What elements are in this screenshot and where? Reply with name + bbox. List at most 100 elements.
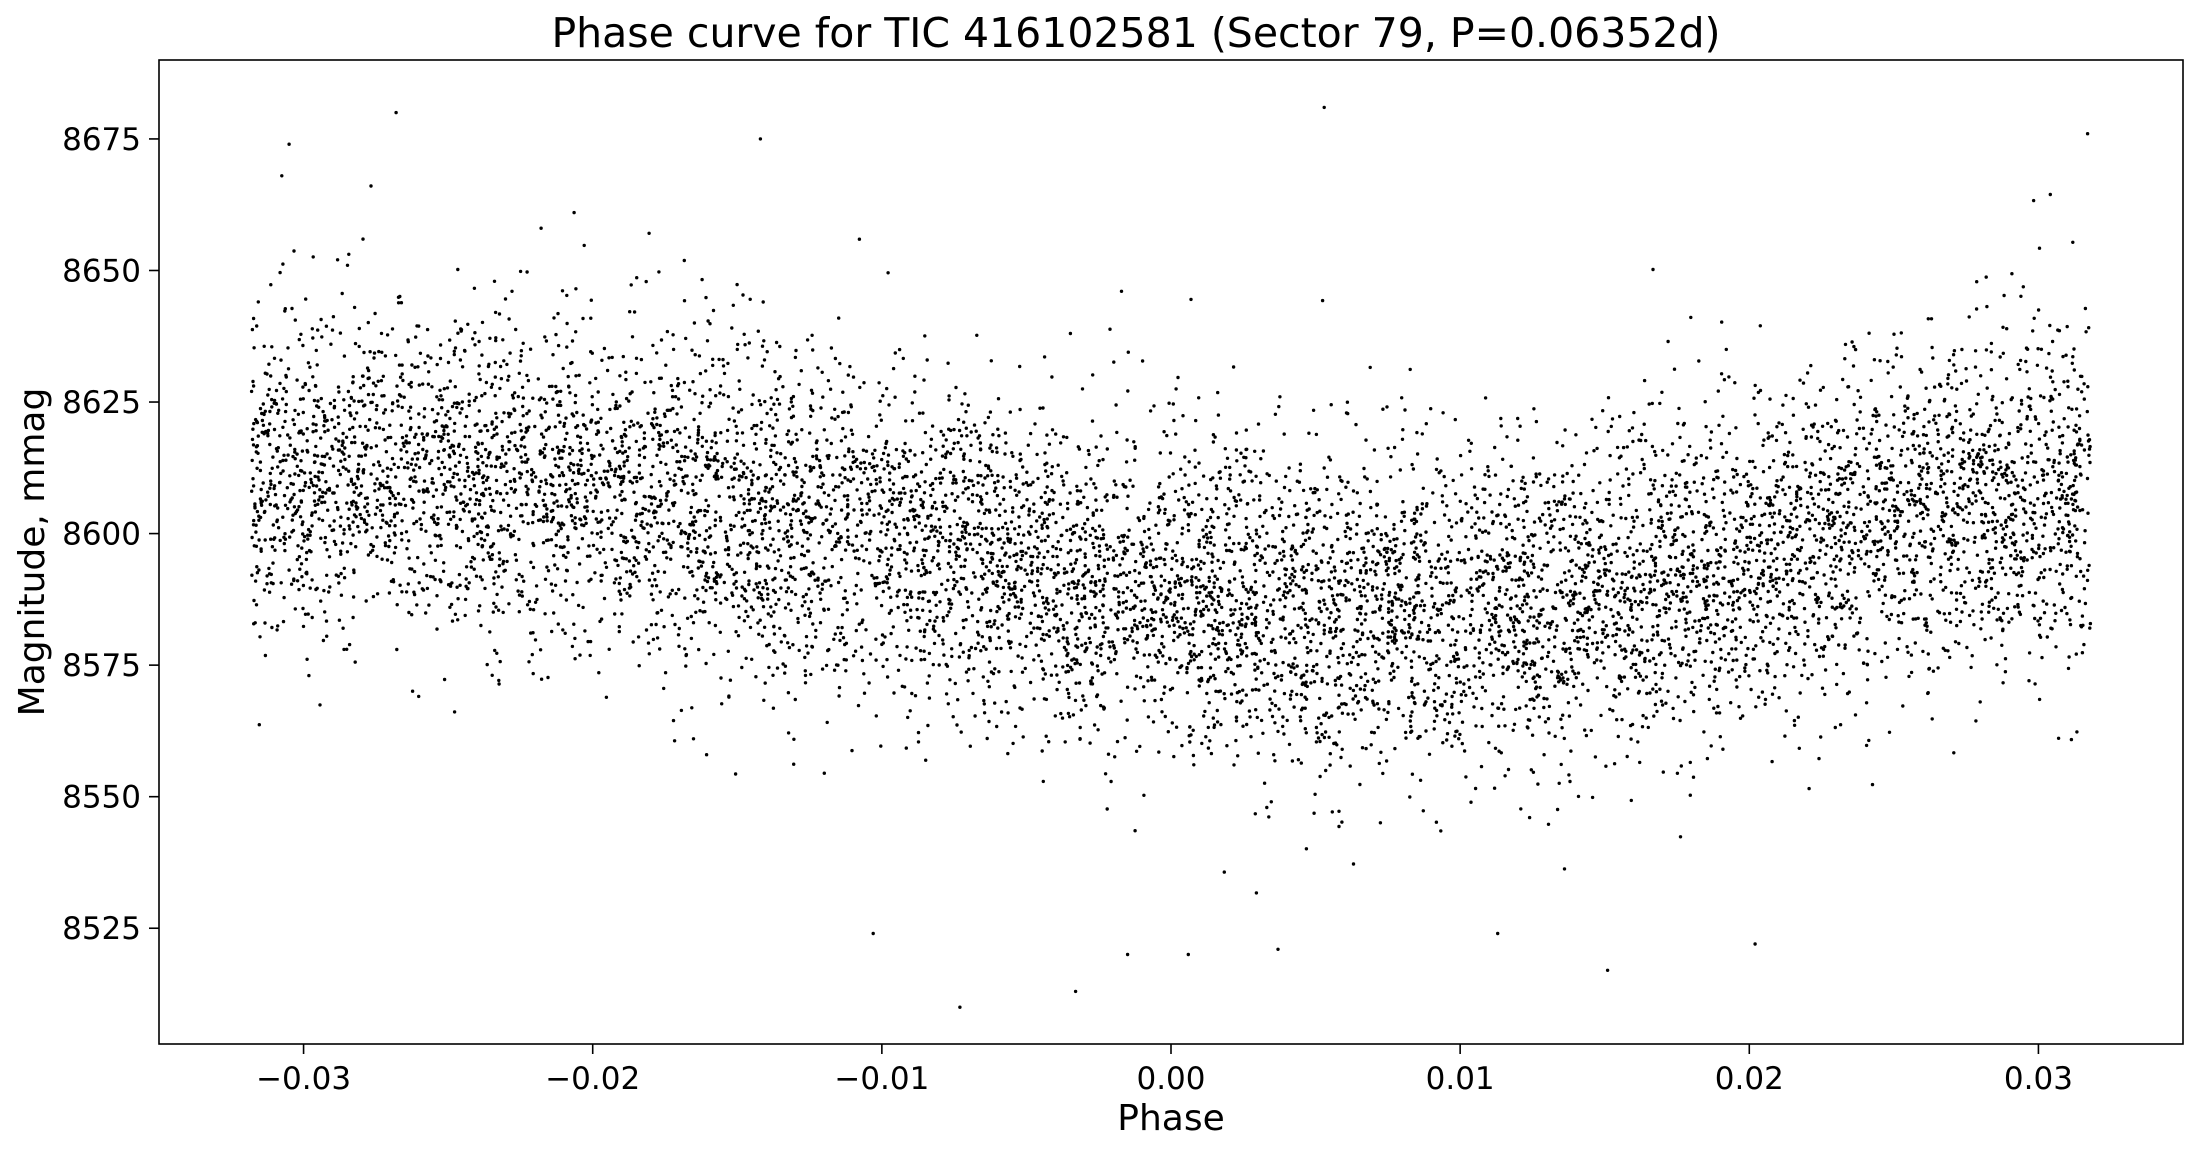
scatter-point: [1595, 641, 1600, 645]
scatter-point: [2039, 571, 2043, 575]
scatter-point: [1853, 541, 1858, 546]
scatter-point: [1289, 693, 1293, 697]
scatter-point: [1444, 484, 1448, 488]
scatter-point: [1454, 638, 1458, 643]
scatter-point: [1162, 600, 1166, 605]
scatter-point: [771, 588, 776, 593]
scatter-point: [1304, 731, 1309, 735]
scatter-point: [301, 532, 305, 536]
scatter-point: [1937, 465, 1941, 470]
scatter-point: [1019, 541, 1023, 545]
scatter-point: [1223, 503, 1227, 507]
scatter-point: [1946, 649, 1950, 653]
scatter-point: [1503, 592, 1508, 596]
scatter-point: [1424, 422, 1429, 426]
scatter-point: [1424, 581, 1428, 586]
scatter-point: [953, 498, 958, 502]
scatter-point: [1180, 562, 1184, 567]
scatter-point: [637, 664, 641, 668]
scatter-point: [1995, 412, 1999, 416]
scatter-point: [1080, 387, 1085, 391]
scatter-point: [1481, 593, 1486, 598]
scatter-point: [1801, 381, 1806, 385]
scatter-point: [413, 435, 417, 439]
scatter-point: [1356, 558, 1360, 562]
scatter-point: [463, 613, 467, 618]
scatter-point: [1754, 705, 1758, 709]
scatter-point: [754, 566, 758, 571]
scatter-point: [848, 364, 852, 369]
scatter-point: [1394, 597, 1399, 601]
scatter-point: [786, 586, 790, 590]
scatter-point: [312, 491, 317, 495]
scatter-point: [2042, 611, 2047, 615]
scatter-point: [2037, 623, 2042, 627]
scatter-point: [657, 534, 662, 539]
scatter-point: [968, 542, 973, 546]
scatter-point: [1849, 477, 1853, 481]
scatter-point: [1739, 640, 1744, 645]
scatter-point: [342, 528, 346, 532]
scatter-point: [1568, 534, 1573, 538]
scatter-point: [1708, 438, 1712, 442]
scatter-point: [1358, 687, 1363, 691]
scatter-point: [711, 565, 715, 569]
scatter-point: [1234, 738, 1238, 743]
scatter-point: [1253, 621, 1258, 625]
scatter-point: [1158, 508, 1162, 512]
scatter-point: [1464, 535, 1468, 539]
scatter-point: [310, 327, 314, 331]
scatter-point: [1475, 496, 1480, 501]
scatter-point: [346, 516, 350, 521]
scatter-point: [1570, 574, 1574, 578]
scatter-point: [1962, 467, 1966, 471]
scatter-point: [1207, 644, 1211, 649]
scatter-point: [1304, 589, 1308, 593]
scatter-point: [1523, 595, 1527, 599]
scatter-point: [2058, 448, 2062, 453]
scatter-point: [1984, 450, 1988, 455]
scatter-point: [589, 419, 593, 423]
scatter-point: [1661, 448, 1665, 453]
scatter-point: [1015, 568, 1019, 572]
scatter-point: [832, 668, 837, 672]
scatter-point: [1412, 511, 1417, 515]
scatter-point: [524, 502, 528, 507]
scatter-point: [1503, 653, 1508, 657]
scatter-point: [617, 589, 621, 593]
scatter-point: [1691, 693, 1696, 697]
scatter-point: [882, 515, 886, 519]
scatter-point: [1852, 634, 1856, 638]
scatter-point: [1390, 639, 1395, 643]
scatter-point: [452, 514, 456, 519]
scatter-point: [1445, 712, 1450, 716]
scatter-point: [1039, 637, 1044, 641]
scatter-point: [1751, 647, 1756, 651]
scatter-point: [657, 270, 661, 274]
scatter-point: [1866, 502, 1870, 506]
scatter-point: [1115, 672, 1119, 676]
scatter-point: [353, 341, 358, 346]
scatter-point: [836, 531, 840, 536]
scatter-point: [822, 491, 826, 495]
scatter-point: [960, 530, 964, 534]
scatter-point: [775, 501, 780, 505]
scatter-point: [1486, 465, 1490, 469]
scatter-point: [424, 611, 428, 615]
scatter-point: [1806, 634, 1810, 639]
scatter-point: [497, 312, 502, 316]
scatter-point: [672, 479, 676, 483]
scatter-point: [1649, 589, 1653, 594]
scatter-point: [603, 561, 607, 565]
scatter-point: [381, 374, 385, 378]
scatter-point: [1539, 483, 1543, 488]
scatter-point: [1681, 576, 1686, 580]
scatter-point: [964, 618, 968, 622]
scatter-point: [1969, 428, 1973, 432]
scatter-point: [1021, 482, 1025, 486]
scatter-point: [374, 407, 379, 412]
scatter-point: [2033, 415, 2038, 419]
scatter-point: [496, 575, 500, 579]
scatter-point: [1622, 595, 1626, 600]
scatter-point: [962, 536, 967, 540]
